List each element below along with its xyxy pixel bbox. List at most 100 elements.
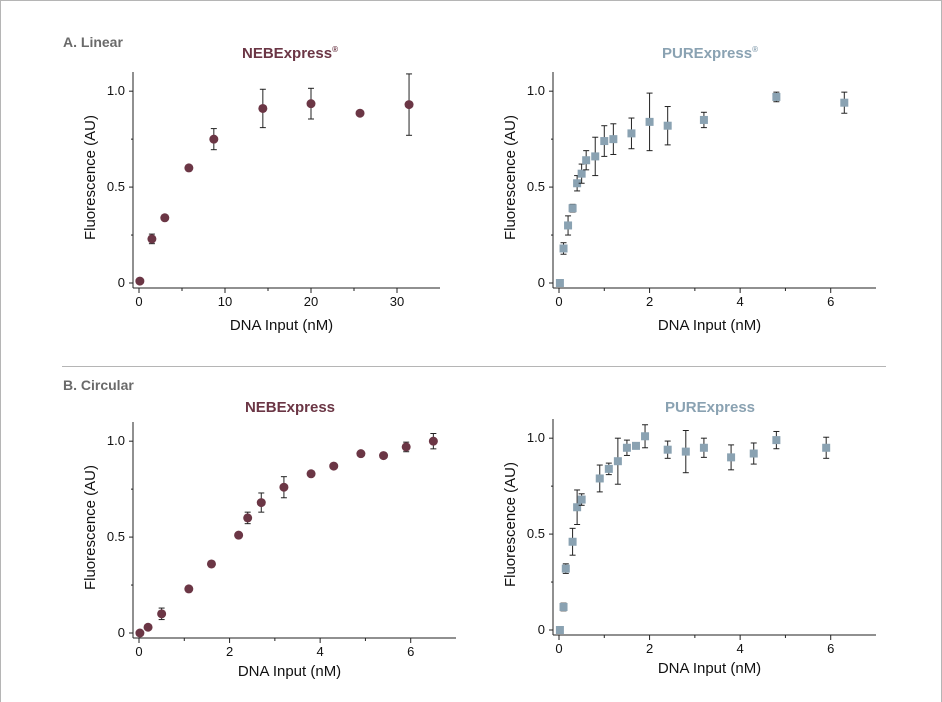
data-point (604, 464, 613, 473)
data-point (772, 92, 781, 101)
data-point (582, 156, 591, 165)
y-tick-label: 1.0 (107, 433, 125, 448)
data-point (663, 445, 672, 454)
data-point (143, 622, 153, 632)
chart-linear-nebexpress: 0 0.5 1.0 0 10 20 30 DNA Input (nM) Fluorescence… (82, 45, 440, 334)
data-point (206, 559, 216, 569)
x-tick-label: 4 (737, 641, 744, 656)
section-label-linear: A. Linear (63, 34, 123, 50)
chart-circular-purexpress: 0 0.5 1.0 0 2 4 6 DNA Input (nM) Fluorescence (A… (502, 399, 876, 677)
data-point (573, 503, 582, 512)
y-tick-label: 1.0 (107, 83, 125, 98)
x-axis-label: DNA Input (nM) (658, 660, 761, 677)
data-point (356, 449, 366, 459)
x-axis-label: DNA Input (nM) (230, 317, 333, 334)
data-point (561, 564, 570, 573)
y-axis-label: Fluorescence (AU) (502, 115, 519, 240)
y-tick-label: 1.0 (527, 83, 545, 98)
data-point (645, 117, 654, 126)
data-point (613, 457, 622, 466)
chart-circular-nebexpress: 0 0.5 1.0 0 2 4 6 DNA Input (nM) Fluorescence (A… (82, 399, 456, 680)
x-axis-label: DNA Input (nM) (238, 663, 341, 680)
y-axis-label: Fluorescence (AU) (82, 465, 99, 590)
x-tick-label: 6 (407, 644, 414, 659)
data-point (840, 98, 849, 107)
data-point (555, 626, 564, 634)
data-point (822, 443, 831, 452)
section-label-circular: B. Circular (63, 377, 134, 393)
x-tick-label: 0 (135, 294, 142, 309)
data-point (622, 443, 631, 452)
data-point (595, 474, 604, 483)
data-point (559, 244, 568, 253)
data-point (663, 121, 672, 130)
data-point (577, 495, 586, 504)
y-tick-label: 0 (538, 275, 545, 290)
data-point (591, 152, 600, 161)
data-point (573, 179, 582, 188)
x-tick-label: 20 (304, 294, 318, 309)
data-point (404, 100, 414, 110)
data-point (699, 443, 708, 452)
x-tick-label: 0 (555, 641, 562, 656)
x-tick-label: 6 (827, 294, 834, 309)
data-point (329, 461, 339, 471)
data-point (555, 279, 564, 287)
data-point (157, 609, 167, 619)
data-point (568, 537, 577, 546)
y-tick-label: 0 (538, 622, 545, 637)
registered-mark: ® (752, 45, 758, 54)
data-point (135, 276, 145, 286)
chart-linear-purexpress: 0 0.5 1.0 0 2 4 6 DNA Input (nM) Fluorescence (A… (502, 45, 876, 334)
data-point (627, 129, 636, 138)
plot-title: NEBExpress® (242, 45, 338, 62)
y-tick-label: 0 (118, 625, 125, 640)
plot-title: PURExpress® (662, 45, 758, 62)
data-point (135, 628, 145, 638)
x-tick-label: 6 (827, 641, 834, 656)
y-tick-label: 1.0 (527, 430, 545, 445)
data-point (306, 99, 316, 109)
data-point (243, 513, 253, 523)
y-tick-label: 0.5 (527, 526, 545, 541)
y-axis-label: Fluorescence (AU) (82, 115, 99, 240)
x-tick-label: 4 (737, 294, 744, 309)
data-point (568, 204, 577, 213)
data-point (355, 108, 365, 118)
plot-title: NEBExpress (245, 399, 335, 416)
x-tick-label: 2 (646, 641, 653, 656)
y-tick-label: 0 (118, 275, 125, 290)
data-point (631, 441, 640, 450)
x-axis-label: DNA Input (nM) (658, 317, 761, 334)
data-point (209, 134, 219, 144)
x-tick-label: 2 (226, 644, 233, 659)
data-point (564, 221, 573, 230)
data-point (641, 432, 650, 441)
data-point (160, 213, 170, 223)
data-point (609, 135, 618, 144)
data-point (184, 584, 194, 594)
data-point (681, 447, 690, 456)
data-point (184, 163, 194, 173)
x-tick-label: 0 (555, 294, 562, 309)
data-point (699, 115, 708, 124)
data-point (256, 498, 266, 508)
data-point (727, 453, 736, 462)
data-point (379, 451, 389, 461)
y-tick-label: 0.5 (527, 179, 545, 194)
data-point (258, 103, 268, 113)
data-point (749, 449, 758, 458)
x-tick-label: 2 (646, 294, 653, 309)
data-point (772, 436, 781, 445)
data-point (147, 234, 157, 244)
y-tick-label: 0.5 (107, 179, 125, 194)
data-point (279, 482, 289, 492)
x-tick-label: 0 (135, 644, 142, 659)
y-tick-label: 0.5 (107, 529, 125, 544)
data-point (428, 436, 438, 446)
data-point (577, 169, 586, 178)
data-point (559, 602, 568, 611)
y-axis-label: Fluorescence (AU) (502, 462, 519, 587)
data-point (234, 530, 244, 540)
